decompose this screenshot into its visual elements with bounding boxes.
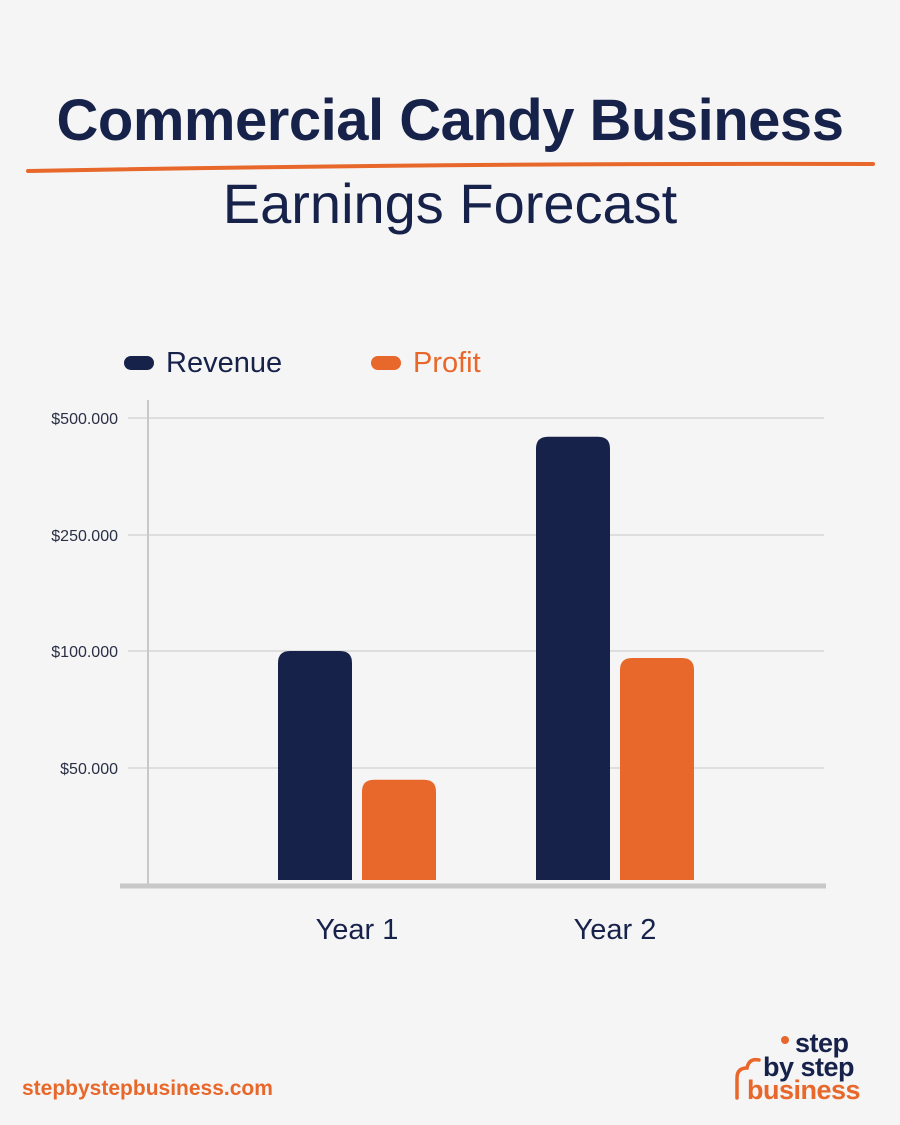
title-underline <box>26 161 875 173</box>
logo-word-by-step: by step <box>763 1052 855 1082</box>
legend-item-revenue: Revenue <box>124 344 282 382</box>
logo-word-business: business <box>747 1075 861 1105</box>
brand-logo: step by step business <box>733 1028 873 1105</box>
cloud-dot-icon <box>735 1036 789 1100</box>
bar-profit-year-1 <box>362 779 436 880</box>
legend-item-profit: Profit <box>371 344 481 382</box>
legend-swatch-profit <box>371 356 401 370</box>
footer-url[interactable]: stepbystepbusiness.com <box>22 1077 273 1100</box>
bar-revenue-year-1 <box>278 651 352 880</box>
legend-swatch-revenue <box>124 356 154 370</box>
chart-subtitle: Earnings Forecast <box>222 172 678 235</box>
x-tick-label: Year 2 <box>574 914 657 946</box>
logo-word-step: step <box>795 1028 849 1058</box>
x-tick-label: Year 1 <box>316 914 399 946</box>
y-tick-label: $500.000 <box>51 411 118 428</box>
bar-revenue-year-2 <box>536 436 610 880</box>
y-tick-label: $50.000 <box>60 761 118 778</box>
legend-label-profit: Profit <box>413 347 481 379</box>
y-tick-label: $250.000 <box>51 528 118 545</box>
bar-chart: $50.000 $100.000 $250.000 $500.000 Year 1 Yea… <box>51 400 826 946</box>
chart-title: Commercial Candy Business <box>56 88 844 153</box>
y-tick-label: $100.000 <box>51 644 118 661</box>
bar-profit-year-2 <box>620 658 694 880</box>
legend-label-revenue: Revenue <box>166 347 283 379</box>
